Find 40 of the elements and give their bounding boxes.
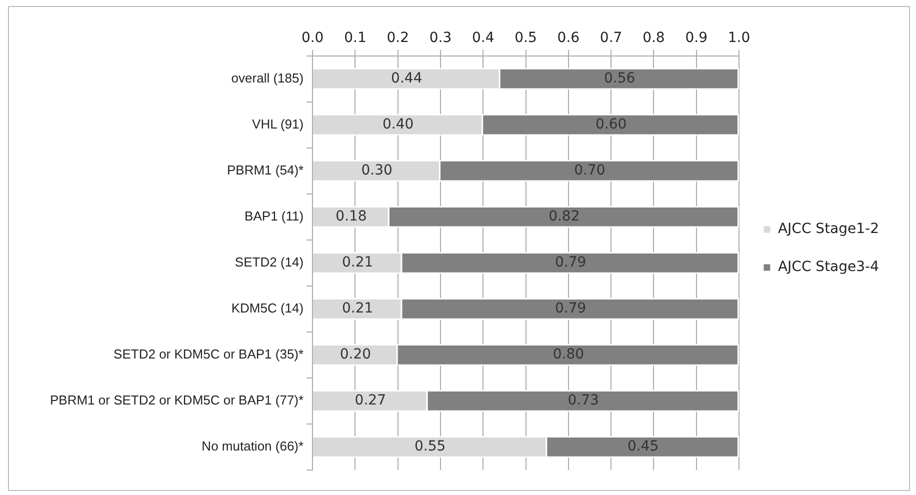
y-tick-label: KDM5C (14) xyxy=(231,300,304,316)
data-label: 0.80 xyxy=(552,346,584,363)
data-label: 0.73 xyxy=(568,392,599,409)
data-label: 0.44 xyxy=(391,70,422,86)
data-label: 0.70 xyxy=(574,162,606,178)
data-label: 0.79 xyxy=(554,300,586,317)
y-tick-label: VHL (91) xyxy=(252,116,304,132)
data-label: 0.45 xyxy=(627,438,659,455)
data-label: 0.27 xyxy=(354,392,386,409)
x-tick-label: 0.0 xyxy=(301,30,324,46)
y-tick-label: PBRM1 or SETD2 or KDM5C or BAP1 (77)* xyxy=(50,392,304,408)
data-label: 0.30 xyxy=(361,162,392,178)
y-tick-label: PBRM1 (54)* xyxy=(227,162,304,178)
data-label: 0.40 xyxy=(382,116,414,132)
data-label: 0.60 xyxy=(595,116,627,132)
y-tick-label: BAP1 (11) xyxy=(244,208,304,224)
x-tick-label: 0.1 xyxy=(344,30,366,46)
data-label: 0.21 xyxy=(342,300,374,317)
x-tick-label: 0.5 xyxy=(514,30,537,46)
data-label: 0.79 xyxy=(554,254,586,271)
y-tick-label: SETD2 (14) xyxy=(234,254,304,270)
x-tick-label: 1.0 xyxy=(728,30,750,46)
legend-label: AJCC Stage3-4 xyxy=(778,259,880,276)
data-label: 0.55 xyxy=(414,438,446,455)
x-tick-label: 0.6 xyxy=(557,30,580,46)
x-tick-label: 0.7 xyxy=(600,30,622,46)
data-label: 0.18 xyxy=(336,208,367,225)
x-tick-label: 0.9 xyxy=(685,30,708,46)
data-label: 0.21 xyxy=(342,254,374,271)
x-tick-label: 0.8 xyxy=(642,30,665,46)
data-label: 0.82 xyxy=(548,208,580,225)
y-tick-label: SETD2 or KDM5C or BAP1 (35)* xyxy=(114,346,304,362)
x-tick-label: 0.4 xyxy=(472,30,494,46)
x-tick-label: 0.3 xyxy=(429,30,452,46)
legend-label: AJCC Stage1-2 xyxy=(778,221,880,238)
y-tick-label: No mutation (66)* xyxy=(202,438,304,454)
x-tick-label: 0.2 xyxy=(386,30,409,46)
data-label: 0.56 xyxy=(604,70,636,86)
y-tick-label: overall (185) xyxy=(231,70,304,86)
data-label: 0.20 xyxy=(340,346,372,363)
